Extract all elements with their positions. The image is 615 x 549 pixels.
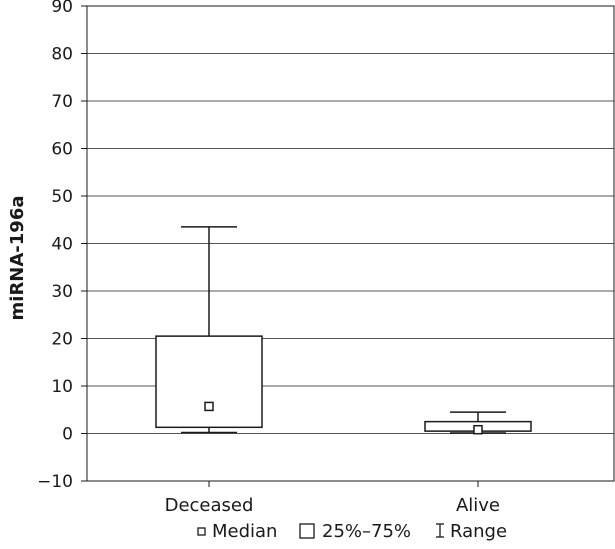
y-tick-label: 30 (51, 282, 73, 302)
y-tick-label: 10 (51, 377, 73, 397)
y-tick-label: −10 (37, 472, 73, 492)
y-tick-label: 40 (51, 235, 73, 255)
x-axis-categories: Deceased Alive (165, 481, 500, 516)
y-tick-label: 90 (51, 0, 73, 17)
x-category-label: Deceased (165, 495, 254, 516)
legend-item-median: Median (197, 521, 277, 542)
iqr-box (155, 335, 263, 429)
y-tick-label: 0 (62, 425, 73, 445)
legend-item-range: Range (436, 521, 507, 542)
y-tick-label: 50 (51, 187, 73, 207)
x-category-label: Alive (456, 495, 500, 516)
legend-label: Median (212, 521, 277, 542)
box-alive (424, 411, 532, 435)
median-legend-icon (197, 527, 206, 536)
y-axis-label: miRNA-196a (7, 196, 28, 321)
box-plot-series (155, 226, 532, 435)
median-marker (204, 401, 214, 412)
y-axis-ticks: 90 80 70 60 50 40 30 20 10 0 −10 (37, 0, 87, 492)
legend-label: Range (450, 521, 507, 542)
y-tick-label: 80 (51, 45, 73, 65)
box-deceased (155, 226, 263, 434)
range-legend-icon (436, 523, 444, 538)
iqr-legend-icon (299, 523, 315, 539)
legend-label: 25%–75% (322, 521, 411, 542)
median-marker (473, 424, 483, 435)
legend-item-iqr: 25%–75% (299, 521, 411, 542)
y-tick-label: 70 (51, 92, 73, 112)
y-tick-label: 60 (51, 140, 73, 160)
legend: Median 25%–75% Range (197, 521, 507, 542)
y-tick-label: 20 (51, 330, 73, 350)
